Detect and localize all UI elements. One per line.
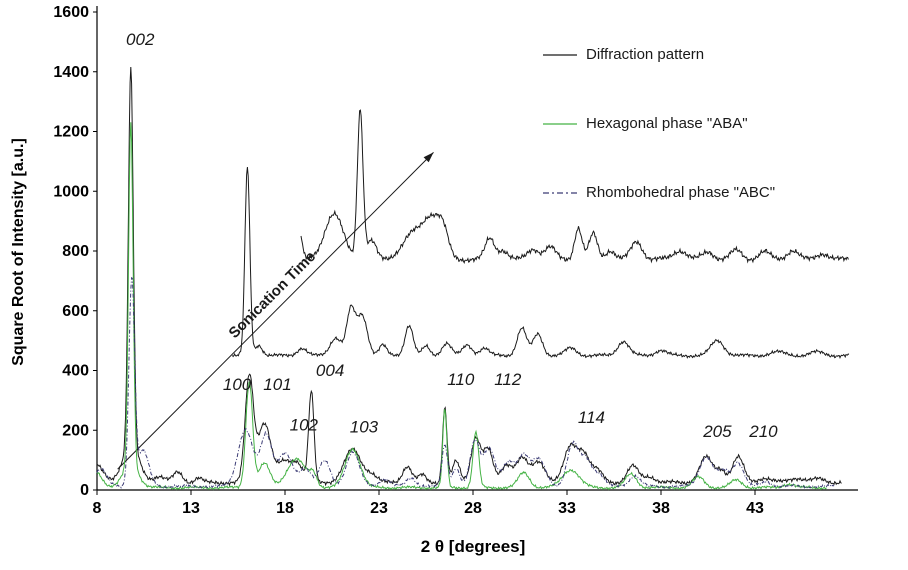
legend-item-rhombohedral-phase: Rhombohedral phase "ABC": [543, 184, 775, 201]
x-tick-label: 43: [746, 500, 764, 517]
peak-label-004: 004: [316, 361, 344, 380]
y-axis-title: Square Root of Intensity [a.u.]: [10, 138, 27, 366]
series-curve-hexagonal-phase-aba-: [96, 122, 827, 491]
sonication-time-arrow-head: [423, 152, 434, 163]
legend-label: Hexagonal phase "ABA": [586, 115, 748, 132]
legend: Diffraction pattern Hexagonal phase "ABA…: [543, 46, 775, 201]
sonication-time-arrow-line: [117, 152, 434, 470]
y-tick-label: 1000: [53, 183, 89, 200]
sonication-time-label: Sonication Time: [225, 248, 319, 342]
y-tick-label: 0: [80, 482, 89, 499]
legend-item-hexagonal-phase: Hexagonal phase "ABA": [543, 115, 775, 132]
peak-label-101: 101: [263, 375, 291, 394]
legend-label: Diffraction pattern: [586, 46, 705, 63]
peak-label-205: 205: [702, 422, 732, 441]
peak-label-110: 110: [447, 370, 475, 389]
legend-item-diffraction-pattern: Diffraction pattern: [543, 46, 775, 63]
peak-label-102: 102: [290, 415, 319, 434]
x-tick-label: 18: [276, 500, 294, 517]
legend-line-sample-solid-black: [543, 53, 577, 56]
peak-label-002: 002: [126, 30, 155, 49]
y-tick-label: 1400: [53, 64, 89, 81]
legend-line-sample-solid-green: [543, 122, 577, 125]
y-tick-label: 800: [62, 243, 89, 260]
peak-label-103: 103: [350, 418, 379, 437]
peak-label-112: 112: [494, 370, 522, 389]
legend-label: Rhombohedral phase "ABC": [586, 184, 776, 201]
series-curve-trace-middle-offset: [231, 166, 850, 360]
peak-label-210: 210: [748, 422, 778, 441]
y-tick-label: 200: [62, 422, 89, 439]
x-axis-title: 2 θ [degrees]: [420, 537, 526, 556]
x-tick-label: 23: [370, 500, 388, 517]
x-tick-label: 8: [93, 500, 102, 517]
y-tick-label: 1600: [53, 4, 89, 21]
x-tick-label: 13: [182, 500, 200, 517]
legend-line-sample-dash-dot: [543, 191, 577, 194]
y-tick-label: 600: [62, 303, 89, 320]
x-tick-label: 28: [464, 500, 482, 517]
peak-label-114: 114: [578, 408, 605, 427]
x-tick-label: 33: [558, 500, 576, 517]
y-tick-label: 1200: [53, 124, 89, 141]
y-tick-label: 400: [62, 363, 89, 380]
x-tick-label: 38: [652, 500, 670, 517]
peak-label-100: 100: [223, 375, 252, 394]
series-curve-trace-top-offset: [300, 109, 849, 264]
